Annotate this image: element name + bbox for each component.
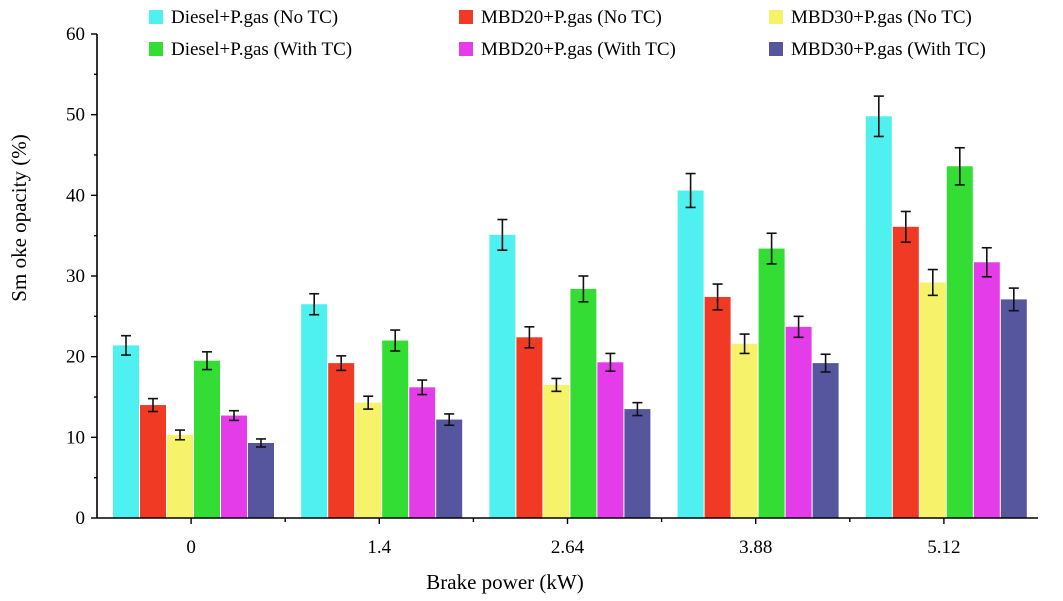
bar [865,116,892,518]
y-tick-label: 0 [76,508,86,529]
bar [919,282,946,518]
legend-swatch [769,42,783,56]
bar [1000,299,1027,518]
bar [624,409,651,518]
y-tick-label: 30 [66,266,85,287]
legend-label: MBD20+P.gas (No TC) [481,7,662,28]
bar [301,304,328,518]
x-tick-label: 3.88 [739,537,772,558]
bar-groups [113,116,1027,519]
bar [704,296,731,518]
x-ticks: 0 1.4 2.64 3.88 5.12 [186,518,961,558]
legend-swatch [459,42,473,56]
legend-swatch [459,10,473,24]
legend-swatch [149,10,163,24]
legend-label: MBD30+P.gas (No TC) [791,7,972,28]
bar [516,337,543,518]
legend: Diesel+P.gas (No TC) MBD20+P.gas (No TC) M… [149,7,986,60]
legend-swatch [769,10,783,24]
legend-label: Diesel+P.gas (No TC) [171,7,338,28]
bar [731,343,758,518]
bar [382,340,409,518]
bar [973,262,1000,518]
bar [436,419,463,518]
bar [892,226,919,518]
legend-swatch [149,42,163,56]
bar [758,248,785,518]
bar [409,387,436,518]
bar [946,166,973,518]
y-ticks: 0 10 20 30 40 50 60 [66,24,97,529]
y-tick-label: 10 [66,427,85,448]
bar [570,288,597,518]
y-tick-label: 50 [66,105,85,126]
legend-label: Diesel+P.gas (With TC) [171,39,352,60]
bar [355,402,382,518]
bar [221,415,247,518]
x-tick-label: 5.12 [927,537,960,558]
bar [785,326,812,518]
error-bars [121,95,1019,448]
bar [597,362,624,518]
bar [140,405,166,518]
legend-label: MBD30+P.gas (With TC) [791,39,986,60]
y-tick-label: 40 [66,185,85,206]
bar [489,234,516,519]
bar [328,363,355,518]
y-tick-label: 60 [66,24,85,45]
bar [812,363,839,518]
x-tick-label: 1.4 [367,537,391,558]
y-axis-title: Sm oke opacity (%) [7,134,31,301]
bar [543,384,570,518]
legend-label: MBD20+P.gas (With TC) [481,39,676,60]
x-tick-label: 0 [186,537,196,558]
bar [248,442,274,518]
bar [194,360,220,518]
bar [167,434,193,518]
bar [113,345,139,518]
x-axis-title: Brake power (kW) [426,570,583,594]
y-tick-label: 20 [66,347,85,368]
x-tick-label: 2.64 [551,537,585,558]
bar [677,190,704,518]
